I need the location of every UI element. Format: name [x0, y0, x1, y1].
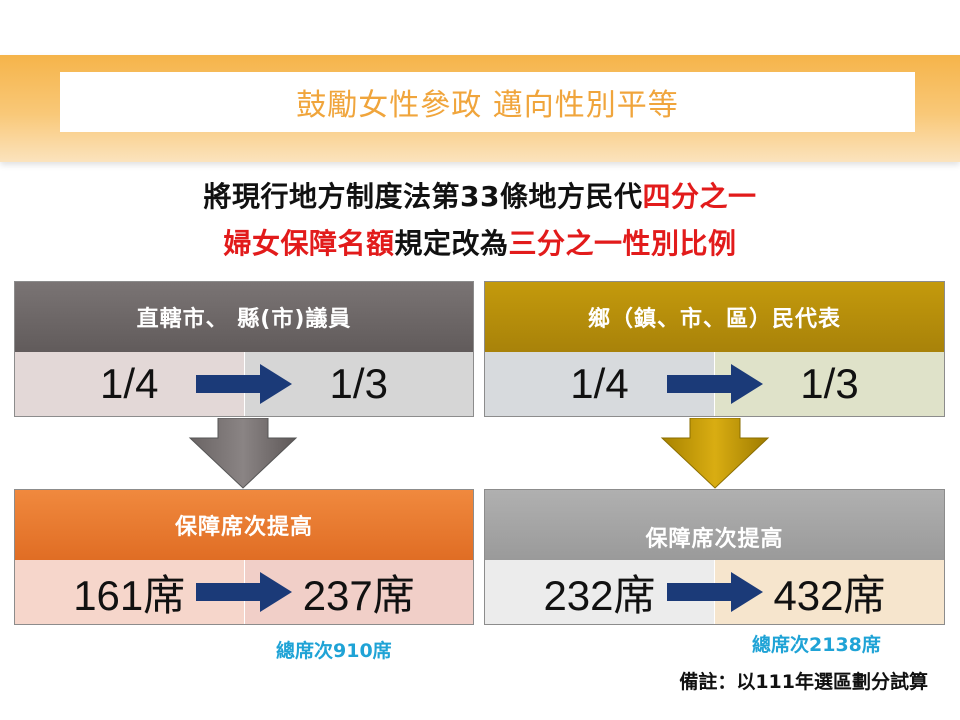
headline-highlight: 三分之一性別比例: [508, 227, 737, 260]
right-ratio-row: 1/4 1/3: [485, 352, 944, 416]
right-arrow-icon: [196, 572, 292, 612]
page-title: 鼓勵女性參政 邁向性別平等: [60, 72, 915, 132]
left-seats-header: 保障席次提高: [15, 490, 473, 560]
footnote: 備註：以111年選區劃分試算: [679, 671, 928, 693]
right-seats-row: 232席 432席: [485, 560, 944, 624]
headline-text: 規定改為: [394, 227, 509, 260]
right-arrow-icon: [666, 364, 763, 404]
right-total-seats: 總席次2138席: [752, 634, 881, 656]
headline-highlight: 四分之一: [642, 180, 757, 213]
left-ratio-row: 1/4 1/3: [15, 352, 473, 416]
left-seats-panel: 保障席次提高 161席 237席: [14, 489, 474, 625]
right-ratio-header: 鄉（鎮、市、區）民代表: [485, 282, 944, 352]
left-seats-row: 161席 237席: [15, 560, 473, 624]
headline-line-1: 將現行地方制度法第33條地方民代四分之一: [0, 175, 960, 215]
down-arrow-icon: [188, 418, 298, 489]
headline-text: 將現行地方制度法第33條地方民代: [203, 180, 643, 213]
right-seats-panel: 保障席次提高 232席 432席: [484, 489, 945, 625]
right-arrow-icon: [196, 364, 292, 404]
title-banner: 鼓勵女性參政 邁向性別平等: [0, 55, 960, 162]
right-arrow-icon: [666, 572, 763, 612]
right-ratio-panel: 鄉（鎮、市、區）民代表 1/4 1/3: [484, 281, 945, 417]
left-total-seats: 總席次910席: [276, 640, 392, 662]
down-arrow-icon: [660, 418, 770, 489]
left-ratio-panel: 直轄市、 縣(市)議員 1/4 1/3: [14, 281, 474, 417]
right-seats-header: 保障席次提高: [485, 490, 944, 560]
headline-line-2: 婦女保障名額規定改為三分之一性別比例: [0, 222, 960, 262]
left-ratio-header: 直轄市、 縣(市)議員: [15, 282, 473, 352]
headline-highlight: 婦女保障名額: [223, 227, 395, 260]
